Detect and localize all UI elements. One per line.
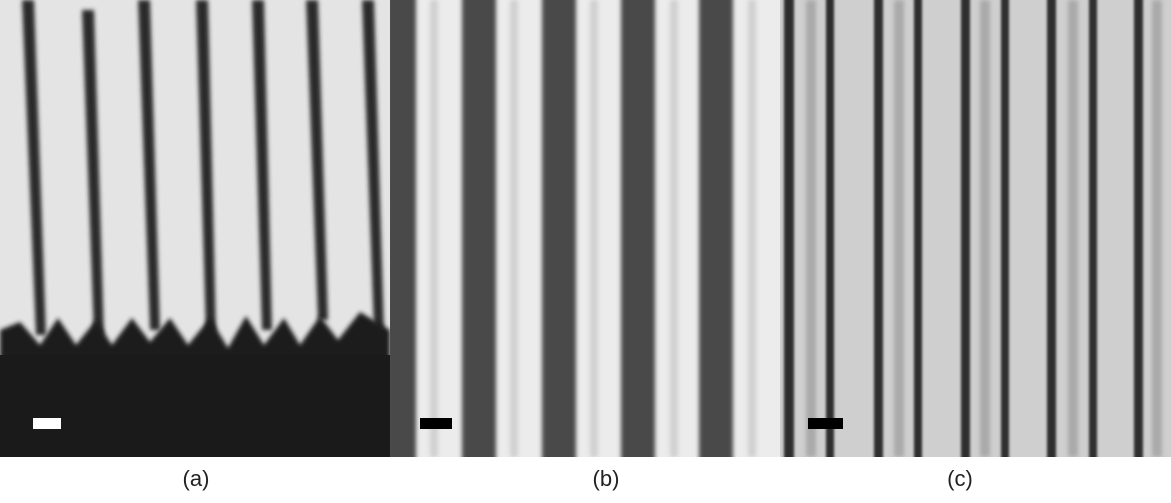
stripes	[390, 0, 733, 457]
substrate-base	[0, 355, 390, 457]
scale-bar	[33, 418, 61, 429]
scale-bar	[420, 418, 452, 429]
grooves	[22, 0, 384, 335]
scale-bar	[808, 418, 843, 429]
panel-label: (c)	[947, 466, 973, 491]
faint-lines	[806, 0, 1162, 457]
lines	[784, 0, 1143, 457]
panel-label: (b)	[593, 466, 620, 491]
faint-stripes	[430, 0, 756, 457]
panel-b-image	[390, 0, 780, 457]
panel-c-image	[780, 0, 1171, 457]
panel-a-image	[0, 0, 390, 457]
panel-label: (a)	[183, 466, 210, 491]
background	[780, 0, 1171, 457]
